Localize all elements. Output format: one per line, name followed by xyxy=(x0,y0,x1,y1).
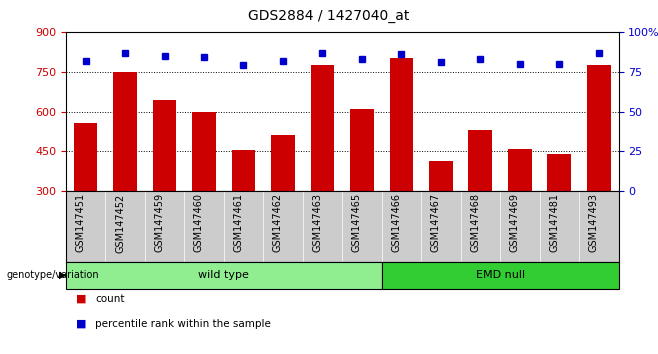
Text: ■: ■ xyxy=(76,319,86,329)
Text: GSM147452: GSM147452 xyxy=(115,193,125,252)
Text: GSM147468: GSM147468 xyxy=(470,193,480,252)
Text: GDS2884 / 1427040_at: GDS2884 / 1427040_at xyxy=(248,9,410,23)
Bar xyxy=(429,161,453,191)
Text: GSM147465: GSM147465 xyxy=(352,193,362,252)
Bar xyxy=(350,109,374,191)
Text: wild type: wild type xyxy=(198,270,249,280)
Bar xyxy=(390,58,413,191)
Text: EMD null: EMD null xyxy=(476,270,524,280)
Text: percentile rank within the sample: percentile rank within the sample xyxy=(95,319,271,329)
Text: GSM147467: GSM147467 xyxy=(431,193,441,252)
Text: GSM147493: GSM147493 xyxy=(589,193,599,252)
Bar xyxy=(192,112,216,191)
Text: GSM147469: GSM147469 xyxy=(510,193,520,252)
Text: GSM147459: GSM147459 xyxy=(155,193,164,252)
Text: GSM147451: GSM147451 xyxy=(76,193,86,252)
Bar xyxy=(547,154,571,191)
Text: GSM147460: GSM147460 xyxy=(194,193,204,252)
Text: genotype/variation: genotype/variation xyxy=(7,270,99,280)
Text: GSM147462: GSM147462 xyxy=(273,193,283,252)
Text: GSM147461: GSM147461 xyxy=(234,193,243,252)
Text: ■: ■ xyxy=(76,294,86,304)
Bar xyxy=(508,149,532,191)
Text: GSM147463: GSM147463 xyxy=(313,193,322,252)
Bar xyxy=(382,262,619,289)
Bar xyxy=(74,124,97,191)
Text: GSM147481: GSM147481 xyxy=(549,193,559,252)
Bar xyxy=(113,72,137,191)
Bar xyxy=(232,150,255,191)
Text: ▶: ▶ xyxy=(59,270,66,280)
Bar xyxy=(311,65,334,191)
Bar xyxy=(66,262,382,289)
Text: GSM147466: GSM147466 xyxy=(392,193,401,252)
Bar xyxy=(153,99,176,191)
Text: count: count xyxy=(95,294,125,304)
Bar xyxy=(587,65,611,191)
Bar xyxy=(271,135,295,191)
Bar xyxy=(468,130,492,191)
